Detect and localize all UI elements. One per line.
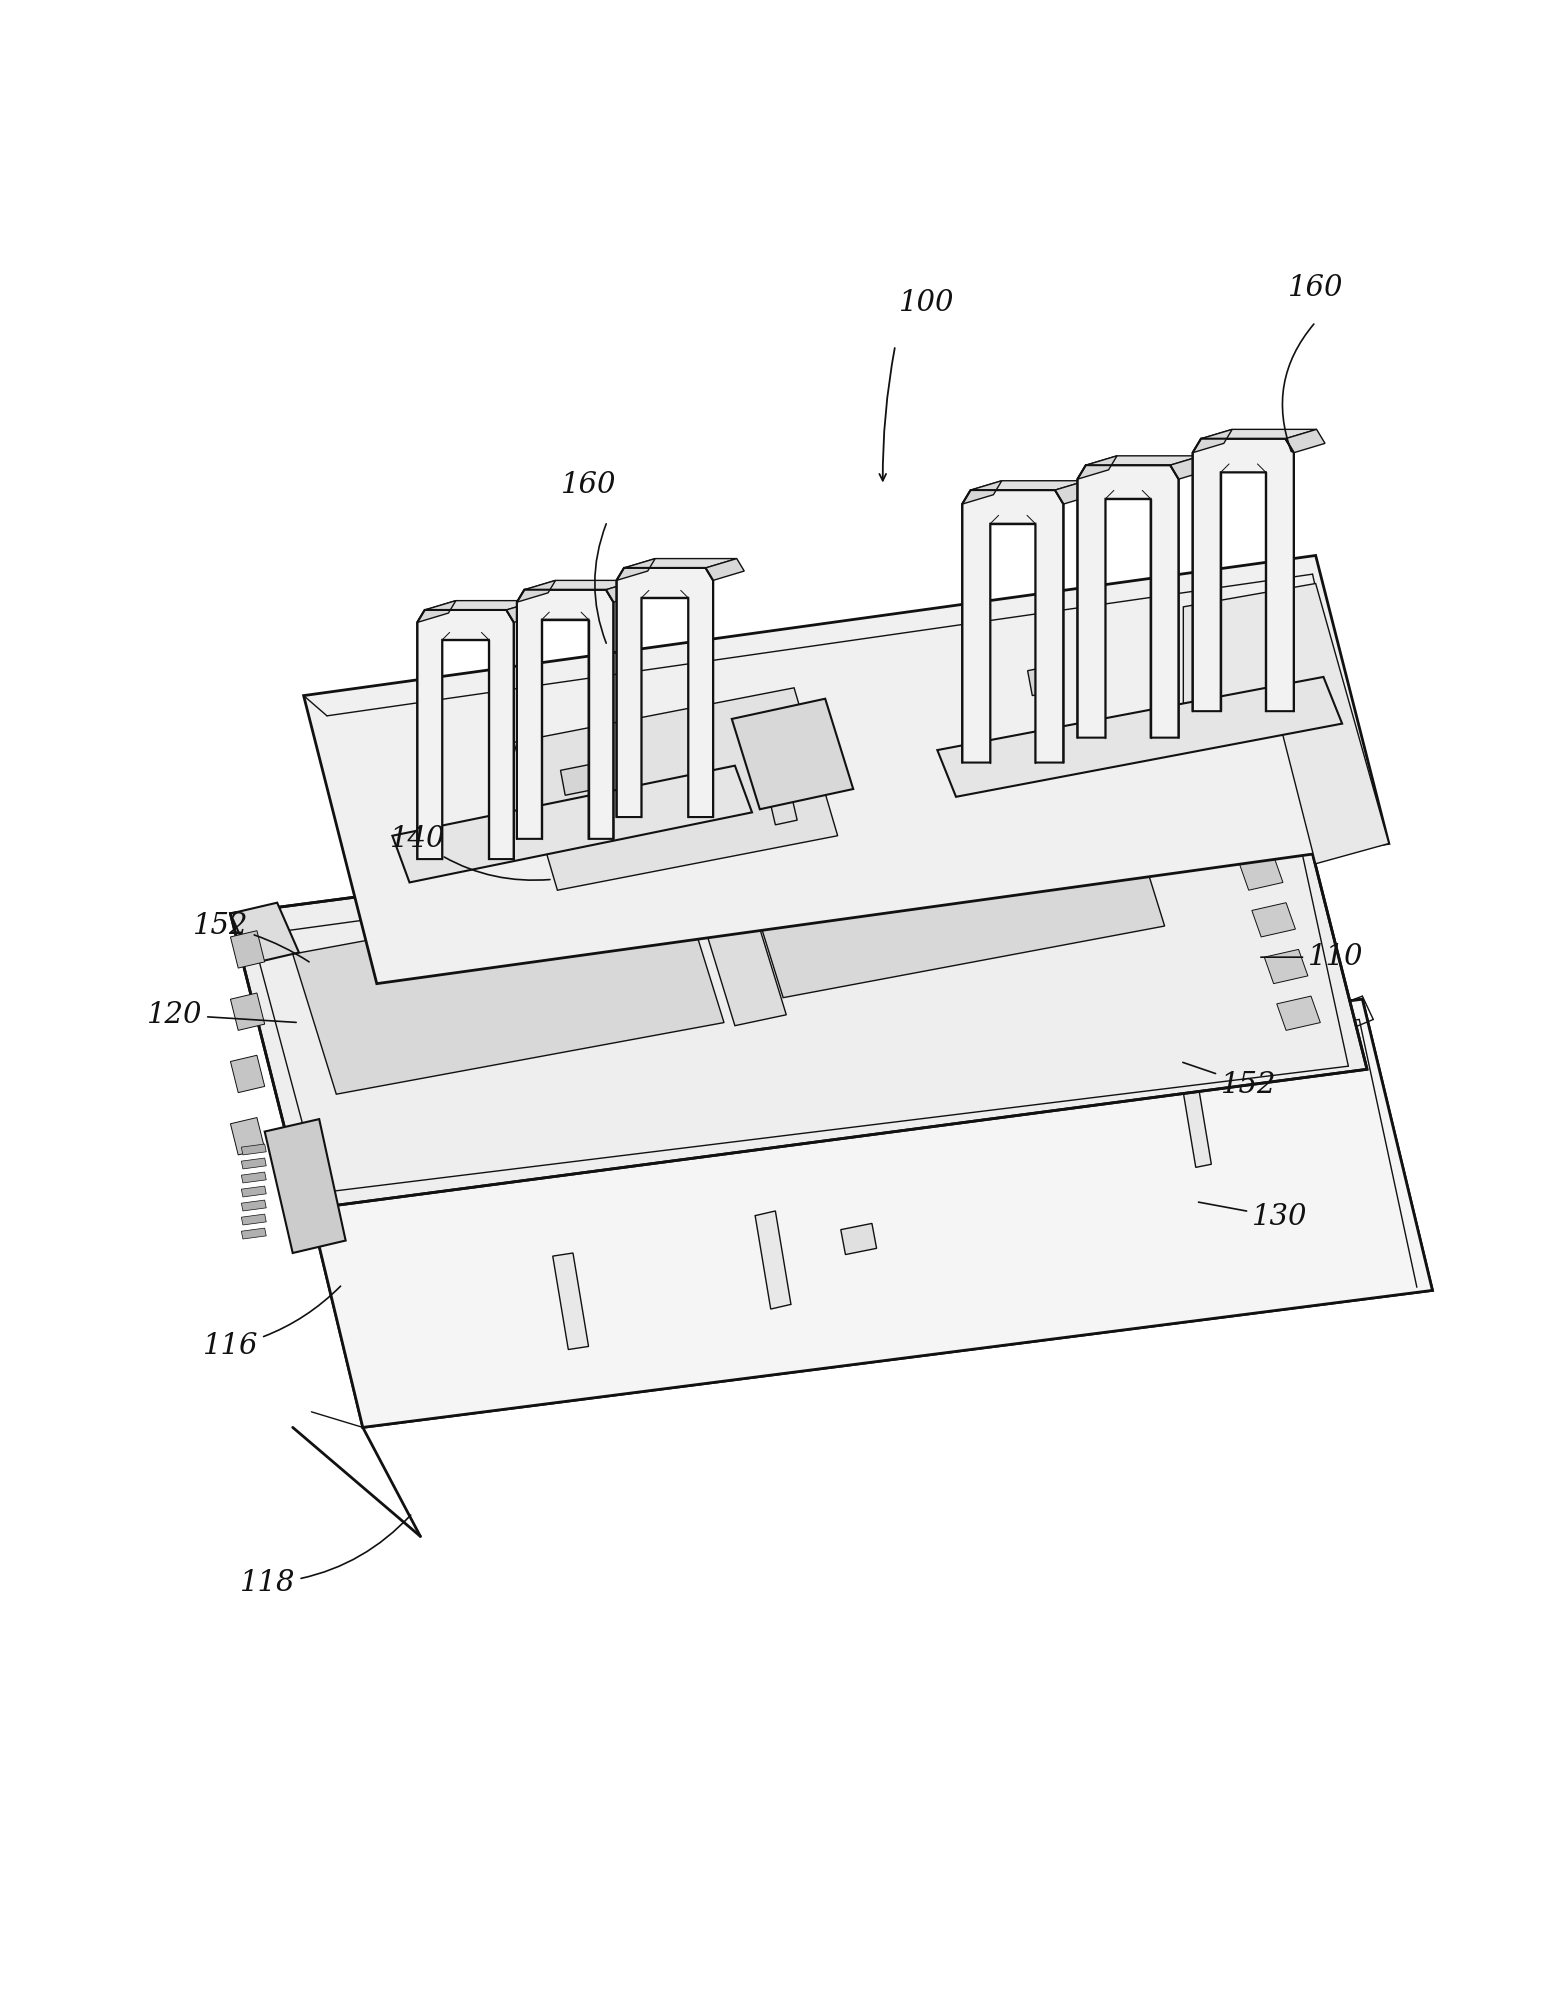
Polygon shape [230,1055,265,1094]
Polygon shape [241,1229,266,1239]
Polygon shape [937,677,1342,798]
Polygon shape [1085,455,1202,465]
Text: 118: 118 [240,1515,411,1597]
Polygon shape [1193,439,1294,711]
Polygon shape [617,558,655,580]
Polygon shape [853,785,903,820]
Polygon shape [1183,584,1389,864]
Polygon shape [230,902,299,963]
Polygon shape [1200,429,1317,439]
Polygon shape [755,1210,791,1309]
Text: 120: 120 [146,1001,296,1029]
Polygon shape [1040,759,1090,794]
Polygon shape [230,993,265,1031]
Polygon shape [624,558,736,568]
Polygon shape [1077,465,1179,737]
Polygon shape [241,1186,266,1196]
Polygon shape [230,930,265,969]
Polygon shape [760,753,797,826]
Text: 160: 160 [561,471,617,499]
Polygon shape [1286,429,1325,453]
Polygon shape [1133,745,1183,779]
Polygon shape [1077,455,1116,479]
Text: 116: 116 [202,1287,341,1359]
Polygon shape [1227,810,1271,844]
Polygon shape [293,882,724,1094]
Polygon shape [1277,997,1320,1031]
Text: 100: 100 [898,290,954,318]
Polygon shape [1028,665,1063,695]
Polygon shape [241,1214,266,1225]
Text: 140: 140 [389,826,550,880]
Polygon shape [606,580,645,602]
Polygon shape [1180,1071,1211,1168]
Polygon shape [1252,902,1295,937]
Polygon shape [962,489,1063,763]
Polygon shape [293,999,1432,1428]
Polygon shape [732,699,853,810]
Text: 152: 152 [1183,1063,1277,1100]
Polygon shape [1171,455,1210,479]
Polygon shape [425,600,537,610]
Polygon shape [1056,481,1095,504]
Polygon shape [483,826,532,860]
Polygon shape [970,481,1087,489]
Polygon shape [293,999,1432,1428]
Polygon shape [1193,429,1232,453]
Polygon shape [553,1253,589,1349]
Polygon shape [617,568,713,818]
Polygon shape [517,590,613,840]
Polygon shape [241,1144,266,1154]
Polygon shape [265,1120,346,1253]
Polygon shape [525,580,637,590]
Polygon shape [740,785,1165,997]
Polygon shape [561,763,596,796]
Polygon shape [392,765,752,882]
Text: 152: 152 [193,912,310,963]
Polygon shape [1264,949,1308,983]
Polygon shape [241,1200,266,1210]
Polygon shape [962,481,1001,504]
Polygon shape [506,600,545,622]
Polygon shape [241,1158,266,1168]
Text: 130: 130 [1199,1202,1308,1231]
Text: 160: 160 [1288,274,1344,302]
Polygon shape [691,874,786,1025]
Polygon shape [417,610,514,860]
Polygon shape [230,773,1367,1210]
Polygon shape [304,556,1389,983]
Text: 110: 110 [1261,943,1364,971]
Polygon shape [947,771,996,806]
Polygon shape [514,689,838,890]
Polygon shape [1239,856,1283,890]
Polygon shape [517,580,556,602]
Polygon shape [576,806,626,840]
Polygon shape [705,558,744,580]
Polygon shape [417,600,456,622]
Polygon shape [241,1172,266,1182]
Polygon shape [841,1222,877,1255]
Polygon shape [230,1118,265,1154]
